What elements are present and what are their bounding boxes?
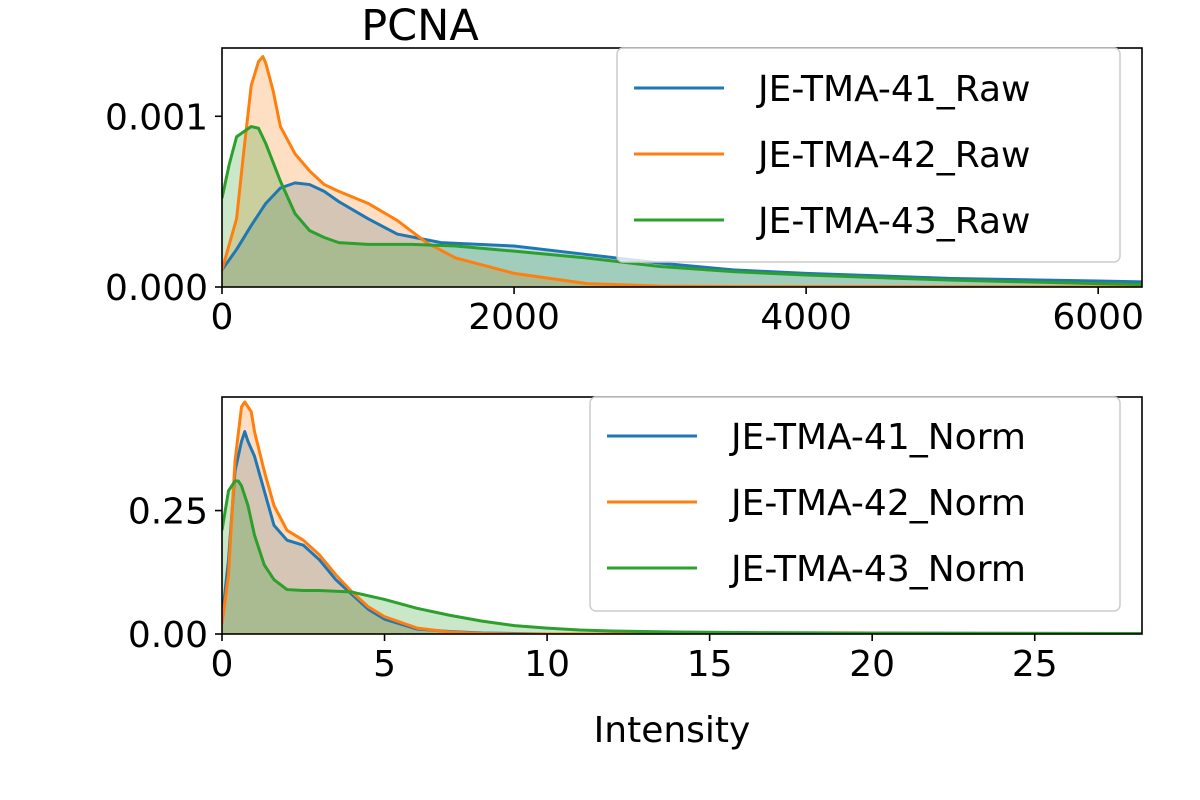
x-tick-label: 6000: [1052, 297, 1144, 338]
y-tick-label: 0.00: [128, 615, 208, 656]
x-tick-label: 2000: [468, 297, 560, 338]
legend-label-2: JE-TMA-42_Raw: [756, 135, 1030, 176]
x-tick-label: 5: [373, 644, 396, 685]
legend-label-1: JE-TMA-41_Norm: [729, 417, 1026, 458]
series-fill-3: [222, 480, 1142, 634]
legend: JE-TMA-41_Raw JE-TMA-42_Raw JE-TMA-43_Raw: [616, 47, 1121, 263]
x-tick-label: 20: [849, 644, 895, 685]
y-tick-label: 0.25: [128, 492, 208, 533]
series-fill-2: [222, 56, 1142, 287]
legend-label-3: JE-TMA-43_Raw: [756, 201, 1030, 242]
series-line-2: [222, 55, 1142, 287]
x-tick-label: 4000: [760, 297, 852, 338]
x-tick-label: 10: [524, 644, 570, 685]
series-fill-1: [222, 182, 1142, 287]
x-tick-label: 15: [687, 644, 733, 685]
chart-title: PCNA: [361, 1, 479, 51]
series-line-2: [222, 400, 1142, 634]
x-tick-label: 0: [211, 297, 234, 338]
series-fill-1: [222, 431, 1142, 634]
plot-area: [222, 400, 1142, 634]
legend-label-2: JE-TMA-42_Norm: [729, 483, 1026, 524]
series-line-3: [222, 125, 1142, 286]
subplot-1: 0 2000 4000 6000 0.000 0.001 PCNA JE-TMA-41_Raw…: [105, 1, 1144, 338]
x-axis-label: Intensity: [594, 710, 751, 751]
y-tick-label: 0.000: [105, 268, 208, 309]
x-tick-label: 25: [1012, 644, 1058, 685]
series-line-3: [222, 479, 1142, 634]
plot-area: [222, 55, 1142, 287]
y-tick-label: 0.001: [105, 97, 208, 138]
legend: JE-TMA-41_Norm JE-TMA-42_Norm JE-TMA-43_No…: [589, 396, 1121, 612]
legend-label-1: JE-TMA-41_Raw: [756, 69, 1030, 110]
legend-box: [589, 396, 1121, 612]
legend-box: [616, 47, 1121, 263]
series-line-1: [222, 181, 1142, 284]
series-fill-2: [222, 401, 1142, 634]
legend-label-3: JE-TMA-43_Norm: [729, 549, 1026, 590]
subplot-2: 0 5 10 15 20 25 0.00 0.25 Intensity JE-TMA-41_Nor…: [128, 396, 1143, 751]
x-tick-label: 0: [211, 644, 234, 685]
